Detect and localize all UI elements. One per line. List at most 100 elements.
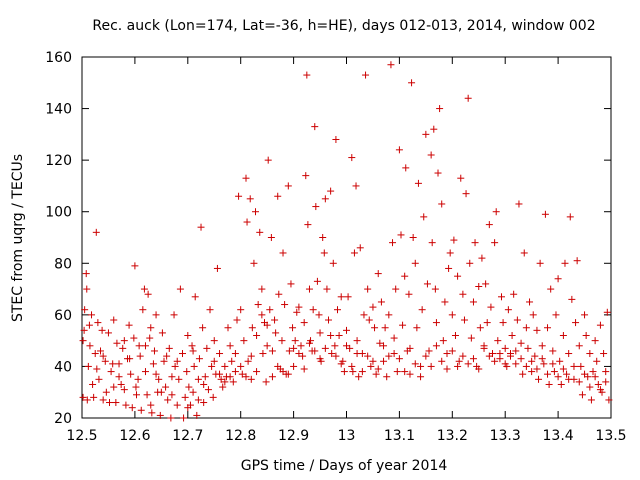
data-point — [242, 174, 250, 182]
x-tick-label: 12.9 — [278, 428, 309, 444]
data-point — [603, 308, 611, 316]
data-point — [200, 399, 208, 407]
data-point — [408, 79, 416, 87]
data-point — [337, 360, 345, 368]
data-point — [271, 316, 279, 324]
data-point — [515, 200, 523, 208]
data-point — [315, 311, 323, 319]
data-point — [387, 61, 395, 69]
data-point — [526, 298, 534, 306]
data-point — [587, 396, 595, 404]
data-point — [258, 311, 266, 319]
data-point — [148, 409, 156, 417]
data-point — [355, 373, 363, 381]
x-axis: 12.5 12.6 12.7 12.8 12.9 13 13.1 13.2 13.3 13.4 13… — [66, 57, 627, 444]
data-point — [80, 326, 88, 334]
data-point — [600, 350, 608, 358]
data-point — [482, 280, 490, 288]
data-point — [485, 221, 493, 229]
data-point — [425, 347, 433, 355]
data-point — [199, 324, 207, 332]
data-point — [126, 355, 134, 363]
data-point — [295, 350, 303, 358]
data-point — [602, 368, 610, 376]
data-point — [441, 298, 449, 306]
data-point — [454, 272, 462, 280]
data-point — [112, 399, 120, 407]
data-point — [242, 373, 250, 381]
data-point — [380, 342, 388, 350]
data-point — [180, 414, 188, 422]
data-point — [349, 368, 357, 376]
data-point — [364, 352, 372, 360]
data-point — [115, 373, 123, 381]
data-point — [395, 146, 403, 154]
data-point — [136, 352, 144, 360]
data-point — [140, 285, 148, 293]
data-point — [252, 208, 260, 216]
data-point — [467, 334, 475, 342]
data-point — [475, 365, 483, 373]
data-point — [577, 362, 585, 370]
data-point — [552, 311, 560, 319]
data-point — [389, 239, 397, 247]
data-point — [337, 293, 345, 301]
data-point — [438, 200, 446, 208]
data-point — [228, 357, 236, 365]
data-point — [559, 331, 567, 339]
data-point — [132, 391, 140, 399]
data-point — [385, 352, 393, 360]
data-point — [417, 373, 425, 381]
data-point — [557, 380, 565, 388]
data-point — [194, 396, 202, 404]
data-point — [208, 362, 216, 370]
data-point — [101, 357, 109, 365]
data-point — [206, 306, 214, 314]
data-point — [132, 383, 140, 391]
data-point — [135, 342, 143, 350]
data-point — [171, 362, 179, 370]
data-point — [95, 375, 103, 383]
data-point — [102, 388, 110, 396]
data-point — [487, 303, 495, 311]
data-point — [409, 234, 417, 241]
data-point — [216, 370, 224, 378]
data-point — [352, 182, 360, 190]
data-point — [390, 350, 398, 358]
data-point — [413, 324, 421, 332]
data-point — [381, 324, 389, 332]
data-point — [157, 388, 165, 396]
x-tick-label: 12.7 — [172, 428, 203, 444]
data-point — [512, 360, 520, 368]
data-point — [302, 172, 310, 180]
data-point — [209, 393, 217, 401]
data-point — [250, 259, 258, 267]
data-point — [475, 282, 483, 290]
data-point — [204, 386, 212, 394]
data-point — [290, 344, 298, 352]
data-point — [554, 373, 562, 381]
data-point — [189, 347, 197, 355]
y-tick-label: 80 — [54, 256, 72, 272]
data-point — [358, 368, 366, 376]
data-point — [466, 259, 474, 267]
data-point — [297, 342, 305, 350]
data-point — [83, 396, 91, 404]
data-point — [376, 339, 384, 347]
data-point — [303, 71, 311, 79]
x-tick-label: 13.3 — [490, 428, 521, 444]
data-point — [563, 370, 571, 378]
data-point — [84, 362, 92, 370]
data-point — [313, 277, 321, 285]
data-point — [572, 319, 580, 327]
data-point — [578, 391, 586, 399]
data-point — [462, 190, 470, 198]
data-point — [538, 342, 546, 350]
data-point — [210, 357, 218, 365]
data-point — [92, 228, 100, 236]
data-point — [316, 355, 324, 363]
data-point — [299, 352, 307, 360]
data-point — [422, 352, 430, 360]
data-point — [285, 347, 293, 355]
data-point — [573, 257, 581, 265]
